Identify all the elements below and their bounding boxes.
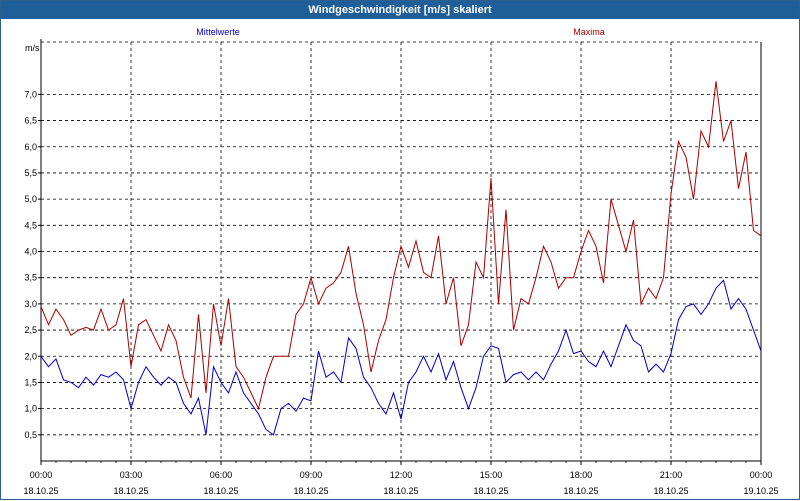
series-line-mittelwerte xyxy=(40,279,762,436)
x-tick-date: 18.10.25 xyxy=(203,486,238,496)
y-axis-label: m/s xyxy=(25,43,40,53)
y-tick-label: 4,0 xyxy=(24,247,37,257)
y-tick-label: 6,0 xyxy=(24,142,37,152)
y-tick-label: 1,5 xyxy=(24,377,37,387)
y-tick-label: 7,0 xyxy=(24,89,37,99)
x-tick-date: 18.10.25 xyxy=(473,486,508,496)
window-title: Windgeschwindigkeit [m/s] skaliert xyxy=(1,1,799,19)
y-tick-label: 0,5 xyxy=(24,430,37,440)
y-tick-label: 1,0 xyxy=(24,404,37,414)
x-tick-time: 12:00 xyxy=(390,470,413,480)
y-tick-label: 4,5 xyxy=(24,220,37,230)
x-tick-date: 19.10.25 xyxy=(743,486,778,496)
x-tick-time: 03:00 xyxy=(120,470,143,480)
series-line-maxima xyxy=(40,81,762,411)
y-tick-label: 5,0 xyxy=(24,194,37,204)
y-axis-ticks: 0,5 1,0 1,5 2,0 2,5 3,0 3,5 4,0 4,5 5,0 5,5 6,0 6,5 7… xyxy=(24,89,41,440)
x-tick-time: 21:00 xyxy=(660,470,683,480)
legend-mittelwerte: Mittelwerte xyxy=(196,27,240,37)
y-tick-label: 3,5 xyxy=(24,273,37,283)
y-tick-label: 6,5 xyxy=(24,116,37,126)
y-tick-label: 2,0 xyxy=(24,351,37,361)
x-tick-time: 06:00 xyxy=(210,470,233,480)
grid-lines xyxy=(41,41,761,461)
legend-maxima: Maxima xyxy=(573,27,605,37)
x-tick-date: 18.10.25 xyxy=(653,486,688,496)
x-tick-time: 15:00 xyxy=(480,470,503,480)
x-tick-time: 00:00 xyxy=(30,470,53,480)
x-tick-date: 18.10.25 xyxy=(113,486,148,496)
x-tick-time: 09:00 xyxy=(300,470,323,480)
x-tick-date: 18.10.25 xyxy=(563,486,598,496)
x-tick-date: 18.10.25 xyxy=(383,486,418,496)
series-lines xyxy=(40,81,762,436)
x-tick-time: 00:00 xyxy=(750,470,773,480)
y-tick-label: 2,5 xyxy=(24,325,37,335)
y-tick-label: 3,0 xyxy=(24,299,37,309)
x-tick-date: 18.10.25 xyxy=(293,486,328,496)
x-tick-date: 18.10.25 xyxy=(23,486,58,496)
x-tick-time: 18:00 xyxy=(570,470,593,480)
y-tick-label: 5,5 xyxy=(24,168,37,178)
x-axis-ticks: 00:00 18.10.25 03:00 18.10.25 06:00 18.10.25 0… xyxy=(23,461,779,496)
